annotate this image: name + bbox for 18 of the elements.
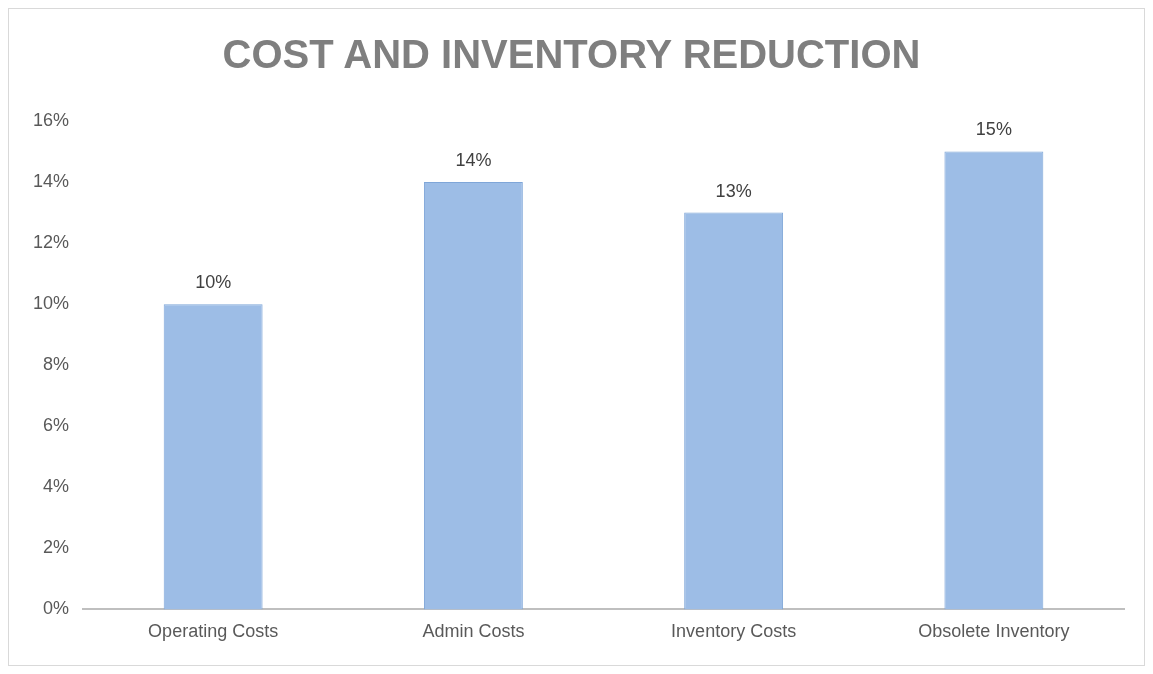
y-tick-label: 8% [43, 354, 70, 375]
y-tick-label: 14% [33, 171, 70, 192]
y-tick-label: 16% [33, 109, 70, 130]
y-tick-label: 2% [43, 537, 70, 558]
x-tick-label: Operating Costs [148, 621, 279, 642]
x-tick-label: Admin Costs [422, 621, 525, 642]
y-tick-label: 12% [33, 232, 70, 253]
data-label: 15% [975, 119, 1012, 140]
data-label: 14% [455, 150, 492, 171]
data-label: 10% [195, 272, 232, 293]
x-tick-label: Inventory Costs [671, 621, 797, 642]
y-tick-label: 0% [43, 598, 70, 619]
y-tick-label: 10% [33, 293, 70, 314]
y-tick-label: 6% [43, 415, 70, 436]
chart-title: COST AND INVENTORY REDUCTION [222, 32, 921, 77]
x-tick-label: Obsolete Inventory [918, 621, 1070, 642]
data-label: 13% [715, 180, 752, 201]
y-tick-label: 4% [43, 476, 70, 497]
